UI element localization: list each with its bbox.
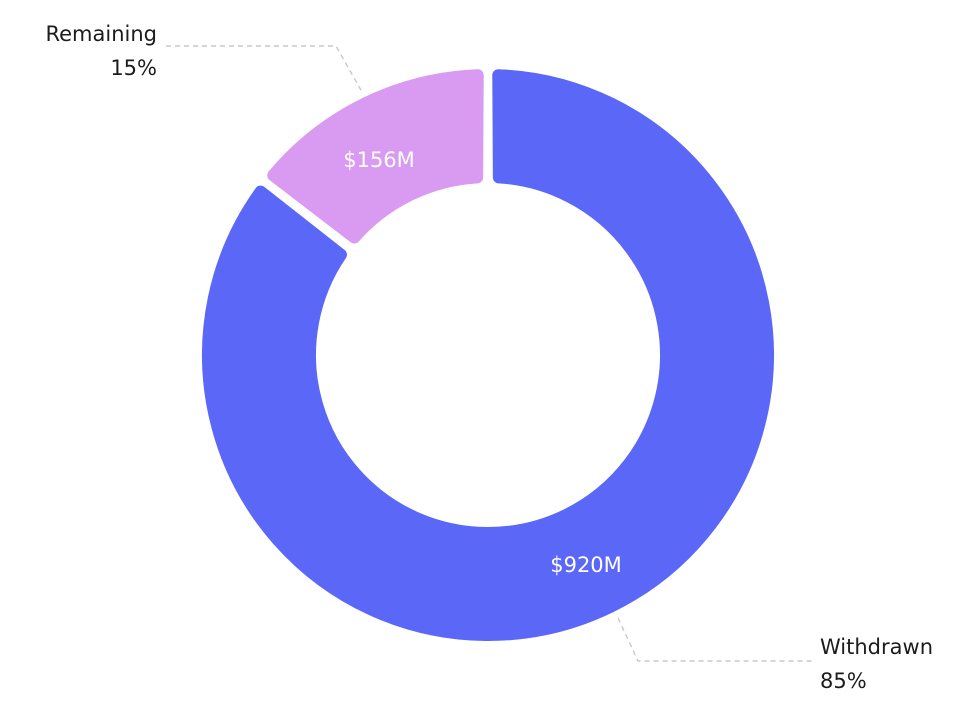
remaining-callout-name: Remaining: [45, 22, 157, 46]
slices-layer: [202, 69, 774, 641]
slice-withdrawn: [202, 69, 774, 641]
withdrawn-callout-name: Withdrawn: [820, 635, 933, 659]
leader-lines: [166, 45, 812, 662]
withdrawn-callout-percent: 85%: [820, 669, 867, 693]
remaining-leader-line: [166, 45, 363, 93]
slice-remaining: [267, 69, 484, 244]
remaining-callout-percent: 15%: [110, 56, 157, 80]
remaining-value-label: $156M: [343, 148, 415, 172]
withdrawn-value-label: $920M: [550, 553, 622, 577]
slice-value-labels: $920M $156M: [343, 148, 622, 577]
withdrawn-leader-line: [617, 617, 812, 662]
callout-labels: Remaining 15% Withdrawn 85%: [45, 22, 933, 693]
